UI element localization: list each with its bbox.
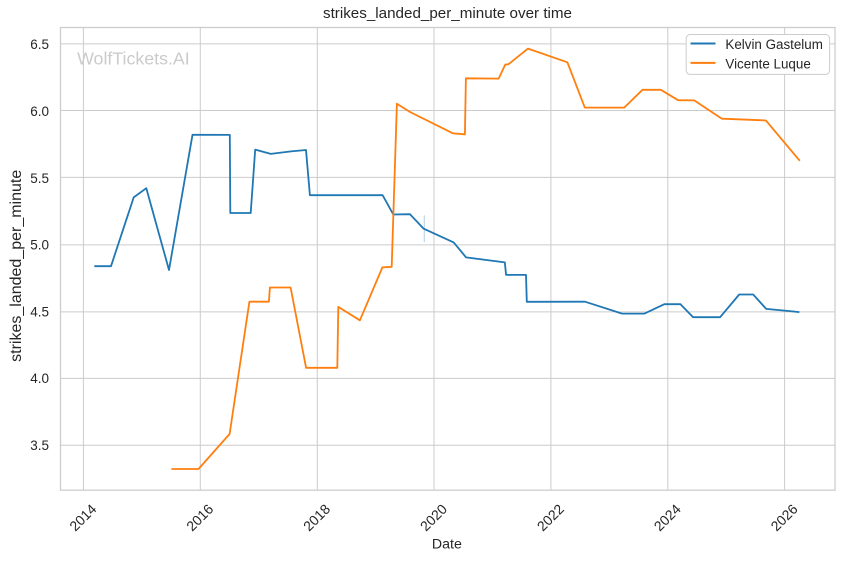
svg-text:strikes_landed_per_minute over: strikes_landed_per_minute over time: [323, 5, 572, 22]
svg-text:Vicente Luque: Vicente Luque: [725, 56, 810, 71]
svg-text:4.5: 4.5: [30, 304, 49, 319]
svg-text:3.5: 3.5: [30, 438, 49, 453]
svg-text:5.0: 5.0: [30, 238, 49, 253]
svg-text:strikes_landed_per_minute: strikes_landed_per_minute: [8, 170, 25, 362]
svg-text:4.0: 4.0: [30, 371, 49, 386]
svg-text:WolfTickets.AI: WolfTickets.AI: [77, 49, 190, 69]
svg-text:Kelvin Gastelum: Kelvin Gastelum: [725, 37, 823, 52]
svg-text:5.5: 5.5: [30, 171, 49, 186]
svg-text:Date: Date: [432, 537, 462, 553]
svg-text:6.5: 6.5: [30, 37, 49, 52]
svg-text:6.0: 6.0: [30, 104, 49, 119]
